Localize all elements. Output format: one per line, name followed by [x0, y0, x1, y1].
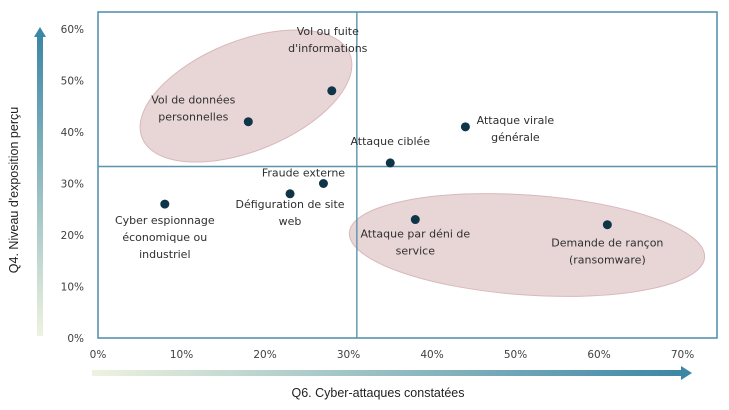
- plot-frame: [97, 11, 718, 339]
- y-tick-label: 0%: [67, 333, 84, 345]
- x-axis-ticks: 0% 10% 20% 30% 40% 50% 60% 70%: [90, 349, 695, 361]
- data-point: [410, 215, 420, 225]
- quadrant-lines: [98, 12, 717, 338]
- data-point: [602, 220, 612, 230]
- data-point-label: Attaque virale générale: [477, 114, 555, 144]
- y-axis-title: Q4. Niveau d'exposition perçu: [7, 107, 21, 273]
- x-axis-title: Q6. Cyber-attaques constatées: [291, 386, 464, 400]
- x-tick-label: 50%: [504, 349, 527, 361]
- data-point-label: Défiguration de site web: [236, 198, 345, 228]
- y-tick-label: 30%: [61, 179, 84, 191]
- y-tick-label: 20%: [61, 230, 84, 242]
- x-tick-label: 70%: [671, 349, 694, 361]
- data-point-label: Attaque par déni de service: [360, 228, 470, 258]
- bottom-right-cluster-ellipse: [348, 193, 706, 297]
- data-point: [327, 86, 337, 96]
- data-point: [318, 179, 328, 188]
- data-point-label: Vol ou fuite d'informations: [288, 25, 367, 55]
- y-axis-arrow: [34, 27, 46, 336]
- data-point: [460, 122, 470, 132]
- top-left-cluster-ellipse: [139, 29, 353, 163]
- y-tick-label: 50%: [61, 76, 84, 88]
- data-point: [160, 199, 170, 209]
- y-tick-label: 10%: [61, 282, 84, 294]
- data-point-label: Attaque ciblée: [350, 135, 430, 148]
- y-axis-ticks: 0% 10% 20% 30% 40% 50% 60%: [61, 24, 84, 345]
- data-point-label: Vol de données personnelles: [151, 94, 235, 124]
- y-tick-label: 60%: [61, 24, 84, 36]
- x-tick-label: 10%: [170, 349, 193, 361]
- x-tick-label: 40%: [420, 349, 443, 361]
- x-tick-label: 30%: [337, 349, 360, 361]
- data-point: [285, 189, 295, 199]
- data-point: [385, 158, 395, 168]
- data-point-label: Cyber espionnage économique ou industriel: [115, 214, 215, 261]
- data-point: [243, 117, 253, 127]
- x-tick-label: 0%: [90, 349, 107, 361]
- data-points: Vol ou fuite d'informations Vol de données…: [115, 25, 663, 267]
- x-tick-label: 20%: [253, 349, 276, 361]
- x-tick-label: 60%: [587, 349, 610, 361]
- y-tick-label: 40%: [61, 127, 84, 139]
- x-axis-arrow: [92, 366, 692, 380]
- data-point-label: Fraude externe: [262, 167, 345, 180]
- data-point-label: Demande de rançon (ransomware): [551, 237, 663, 267]
